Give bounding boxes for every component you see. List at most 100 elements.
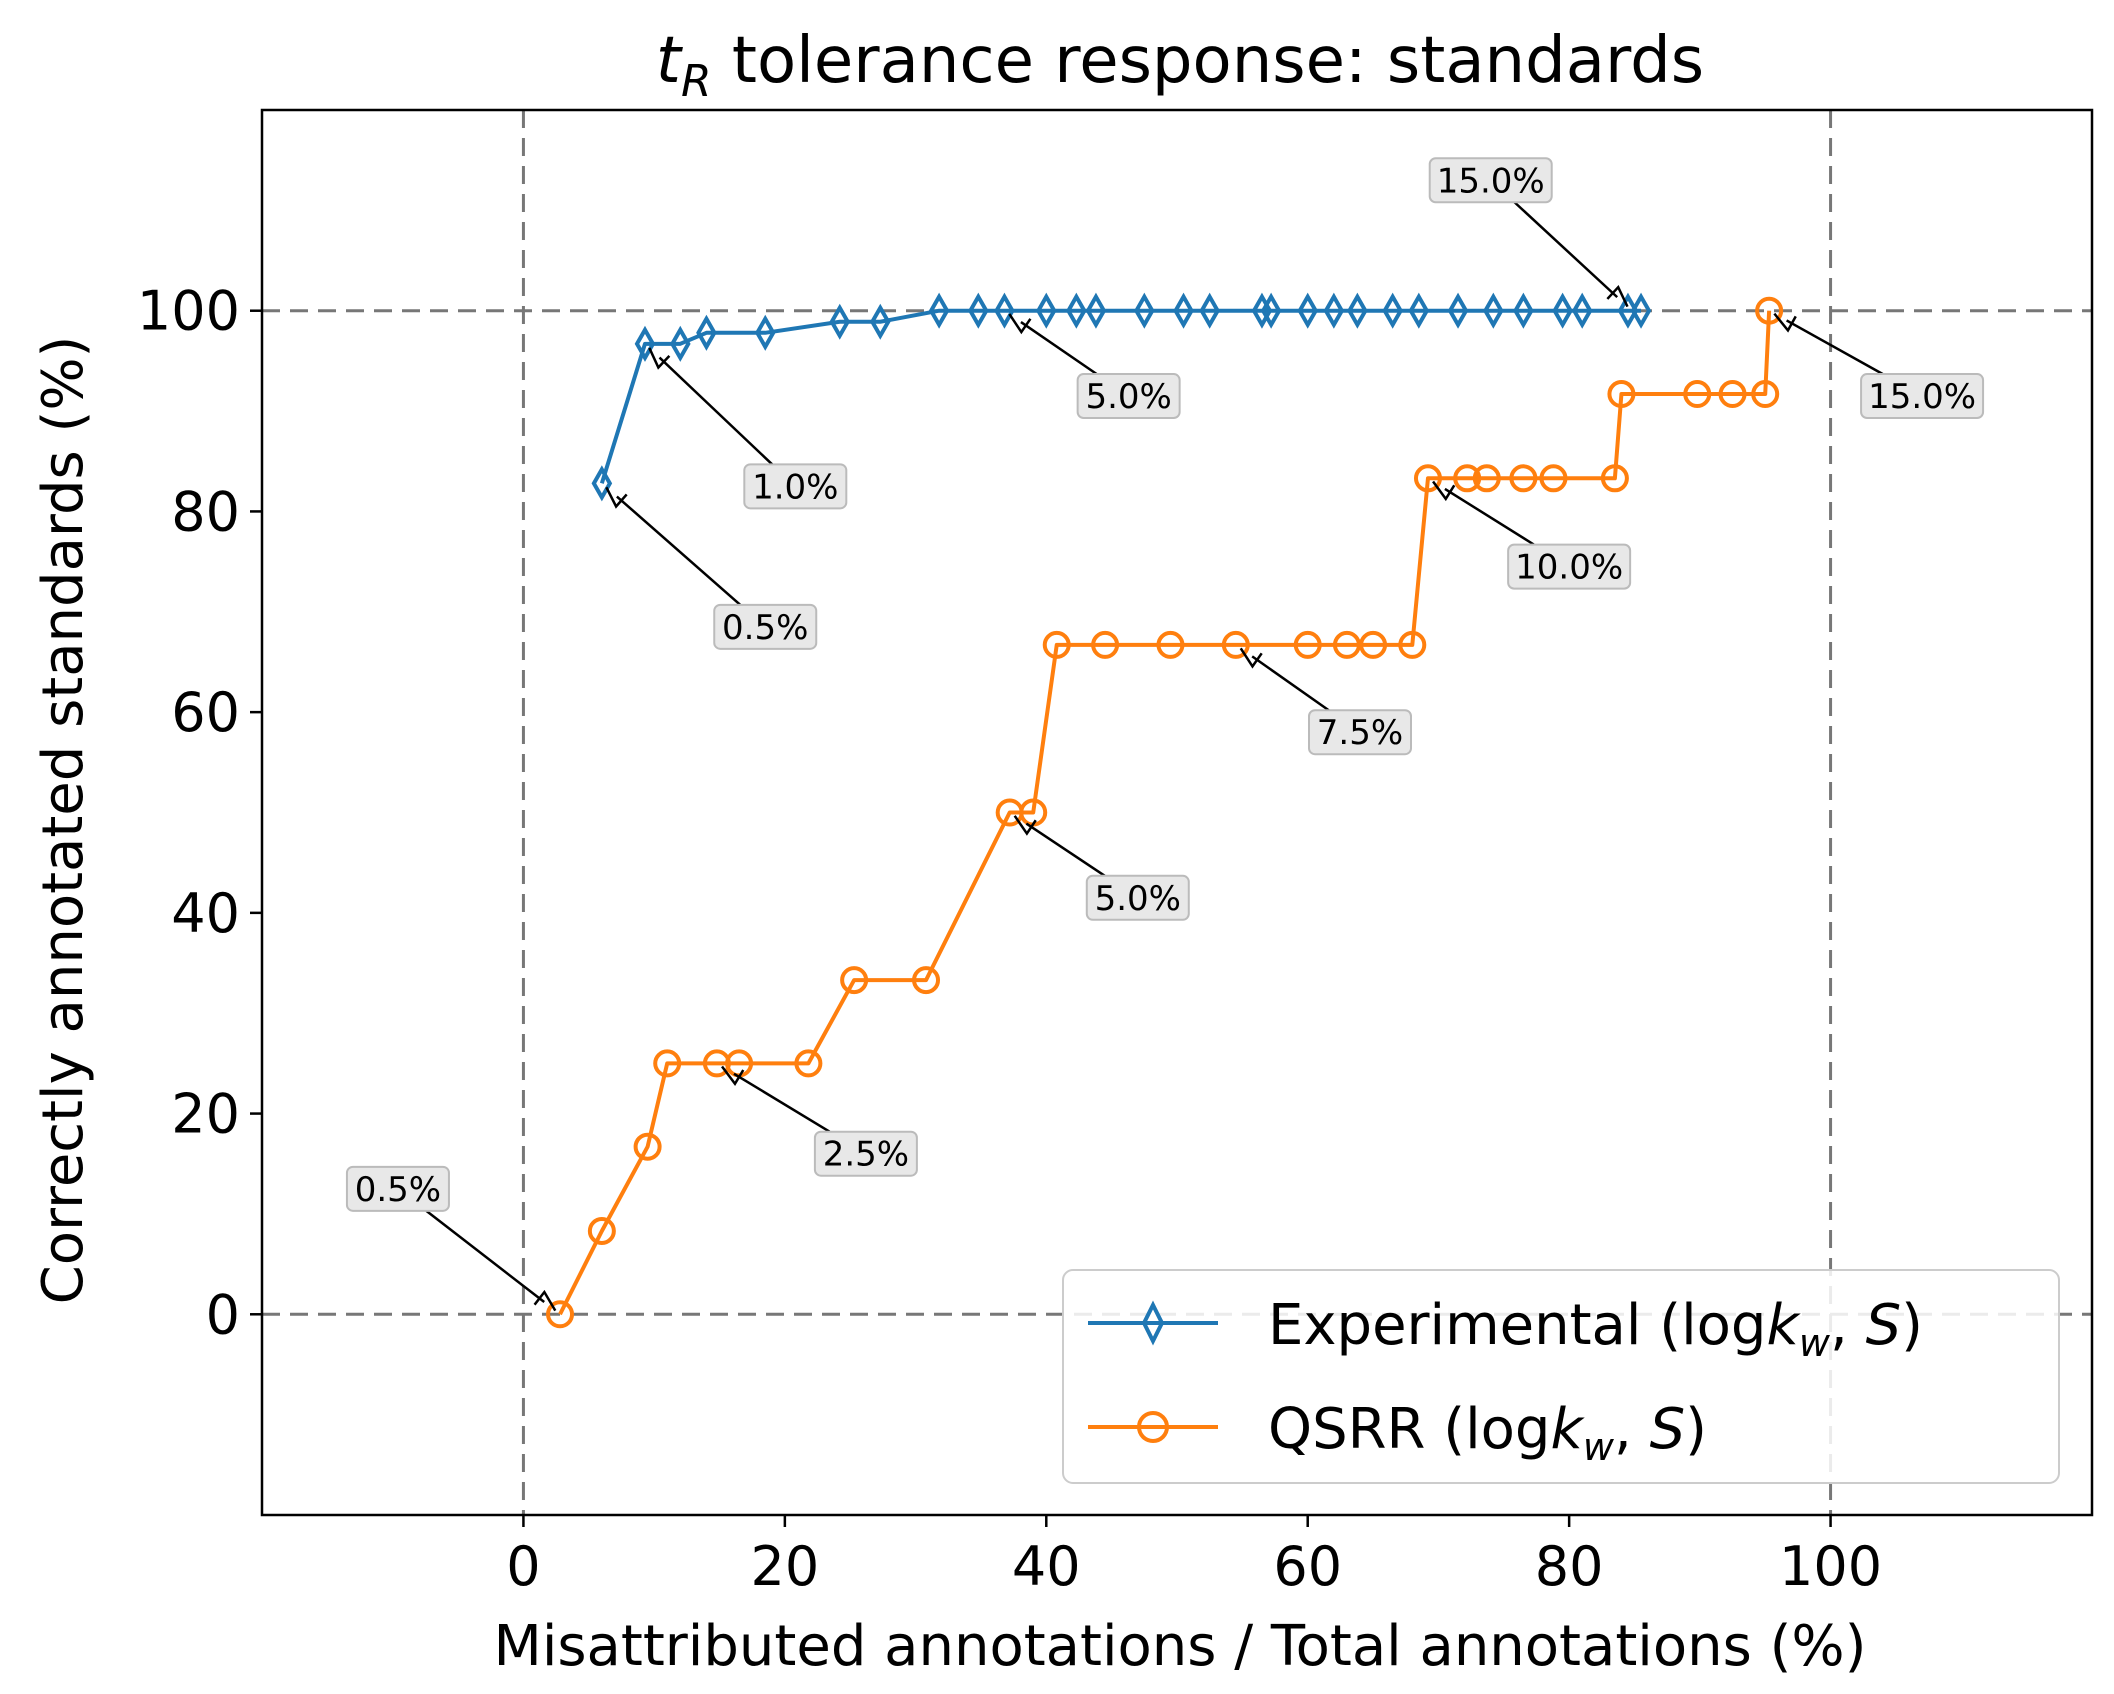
annotation-box	[813, 1130, 918, 1177]
data-point	[1600, 464, 1629, 493]
data-point	[928, 292, 950, 329]
annotation-label: 0.5%	[355, 1170, 441, 1210]
annotation-arrowhead	[605, 486, 628, 509]
annotation-label: 10.0%	[1515, 548, 1623, 588]
annotation: 15.0%	[1773, 312, 1985, 420]
annotation: 5.0%	[1008, 313, 1181, 420]
annotation-box	[1428, 157, 1553, 204]
data-point	[1453, 464, 1482, 493]
data-point	[1156, 630, 1185, 659]
data-point	[1199, 292, 1220, 329]
data-point	[1347, 292, 1368, 329]
annotation-arrowhead	[1432, 480, 1456, 502]
series-line	[599, 308, 1642, 484]
annotation-arrow	[733, 1072, 831, 1133]
series-1	[546, 296, 1784, 1329]
annotation: 0.5%	[605, 486, 818, 650]
legend-qsrr-italic2: S	[1650, 1397, 1686, 1462]
annotation-arrowhead	[533, 1289, 557, 1312]
chart-title-italic: t	[656, 24, 684, 98]
annotation-arrow	[1444, 487, 1535, 546]
data-point	[1447, 292, 1469, 329]
x-axis-title: Misattributed annotations / Total annota…	[494, 1614, 1867, 1679]
data-point	[1323, 292, 1345, 329]
series-layer	[546, 292, 1784, 1329]
legend-exp-italic2: S	[1866, 1293, 1902, 1358]
data-point	[869, 303, 891, 340]
y-tick-label: 0	[206, 1283, 240, 1346]
y-tick-label: 60	[171, 681, 240, 744]
data-point	[1066, 292, 1087, 329]
annotation: 1.0%	[648, 347, 848, 510]
chart-title-subscript: R	[681, 56, 712, 107]
data-point	[1035, 292, 1057, 329]
annotation: 15.0%	[1428, 157, 1629, 308]
data-point	[829, 303, 851, 340]
data-point	[912, 966, 941, 995]
series-line	[558, 310, 1772, 1316]
annotation-box	[1085, 874, 1190, 921]
x-tick-label: 60	[1273, 1535, 1342, 1598]
annotation-arrow	[1020, 321, 1098, 376]
plot-frame	[260, 108, 2094, 1517]
data-point	[1398, 630, 1427, 659]
data-point	[634, 325, 656, 362]
data-point	[1751, 380, 1780, 409]
annotation-arrow	[1025, 822, 1106, 877]
annotation-arrowhead	[1239, 647, 1263, 669]
x-axis-ticks: 0 20 40 60 80 100	[506, 1515, 1882, 1598]
annotation-arrow	[1513, 201, 1619, 299]
legend-exp-italic: k	[1766, 1293, 1801, 1358]
data-point	[653, 1049, 682, 1078]
data-point	[1539, 464, 1568, 493]
data-point	[1630, 292, 1652, 329]
data-point	[591, 465, 613, 502]
data-point	[1408, 292, 1430, 329]
y-tick-label: 80	[171, 480, 240, 543]
legend-exp-end: )	[1901, 1293, 1923, 1358]
y-axis-ticks: 0 20 40 60 80 100	[137, 280, 262, 1346]
annotation-label: 15.0%	[1868, 377, 1976, 417]
data-point	[754, 314, 776, 351]
legend-exp-pre: Experimental (log	[1268, 1293, 1766, 1358]
data-point	[1607, 380, 1636, 409]
y-axis-title: Correctly annotated standards (%)	[31, 336, 96, 1305]
data-point	[1293, 630, 1322, 659]
x-tick-label: 0	[506, 1535, 540, 1598]
data-point	[1413, 464, 1442, 493]
annotation: 0.5%	[345, 1165, 557, 1312]
annotation-box	[1076, 373, 1181, 420]
annotation-box	[1860, 373, 1985, 420]
legend-marker-qsrr	[1137, 1411, 1169, 1443]
x-tick-label: 40	[1012, 1535, 1081, 1598]
annotation: 10.0%	[1432, 480, 1632, 590]
data-point	[546, 1300, 575, 1329]
annotation: 7.5%	[1239, 647, 1412, 756]
data-point	[1260, 292, 1282, 329]
legend-qsrr-sub: w	[1583, 1425, 1615, 1469]
y-tick-label: 40	[171, 882, 240, 945]
data-point	[1571, 292, 1593, 329]
annotation-arrowhead	[1606, 284, 1629, 308]
annotation-arrow	[425, 1209, 545, 1304]
annotation: 2.5%	[721, 1065, 918, 1177]
legend-qsrr-pre: QSRR (log	[1268, 1397, 1550, 1462]
data-point	[633, 1132, 662, 1161]
x-tick-label: 20	[750, 1535, 819, 1598]
data-point	[1755, 296, 1784, 325]
legend-qsrr-post: ,	[1614, 1397, 1650, 1462]
annotation-arrowhead	[721, 1065, 745, 1086]
annotation-label: 7.5%	[1317, 713, 1403, 753]
series-0	[591, 292, 1652, 502]
data-point	[1382, 292, 1403, 329]
data-point	[1472, 464, 1501, 493]
annotation-arrowhead	[648, 347, 671, 370]
data-point	[1221, 630, 1250, 659]
chart-title: tR tolerance response: standards	[656, 24, 1704, 107]
data-point	[1683, 380, 1712, 409]
legend-qsrr-end: )	[1685, 1397, 1707, 1462]
annotation-arrowhead	[1773, 312, 1797, 333]
data-point	[794, 1049, 823, 1078]
data-point	[1042, 630, 1071, 659]
y-tick-label: 20	[171, 1083, 240, 1146]
